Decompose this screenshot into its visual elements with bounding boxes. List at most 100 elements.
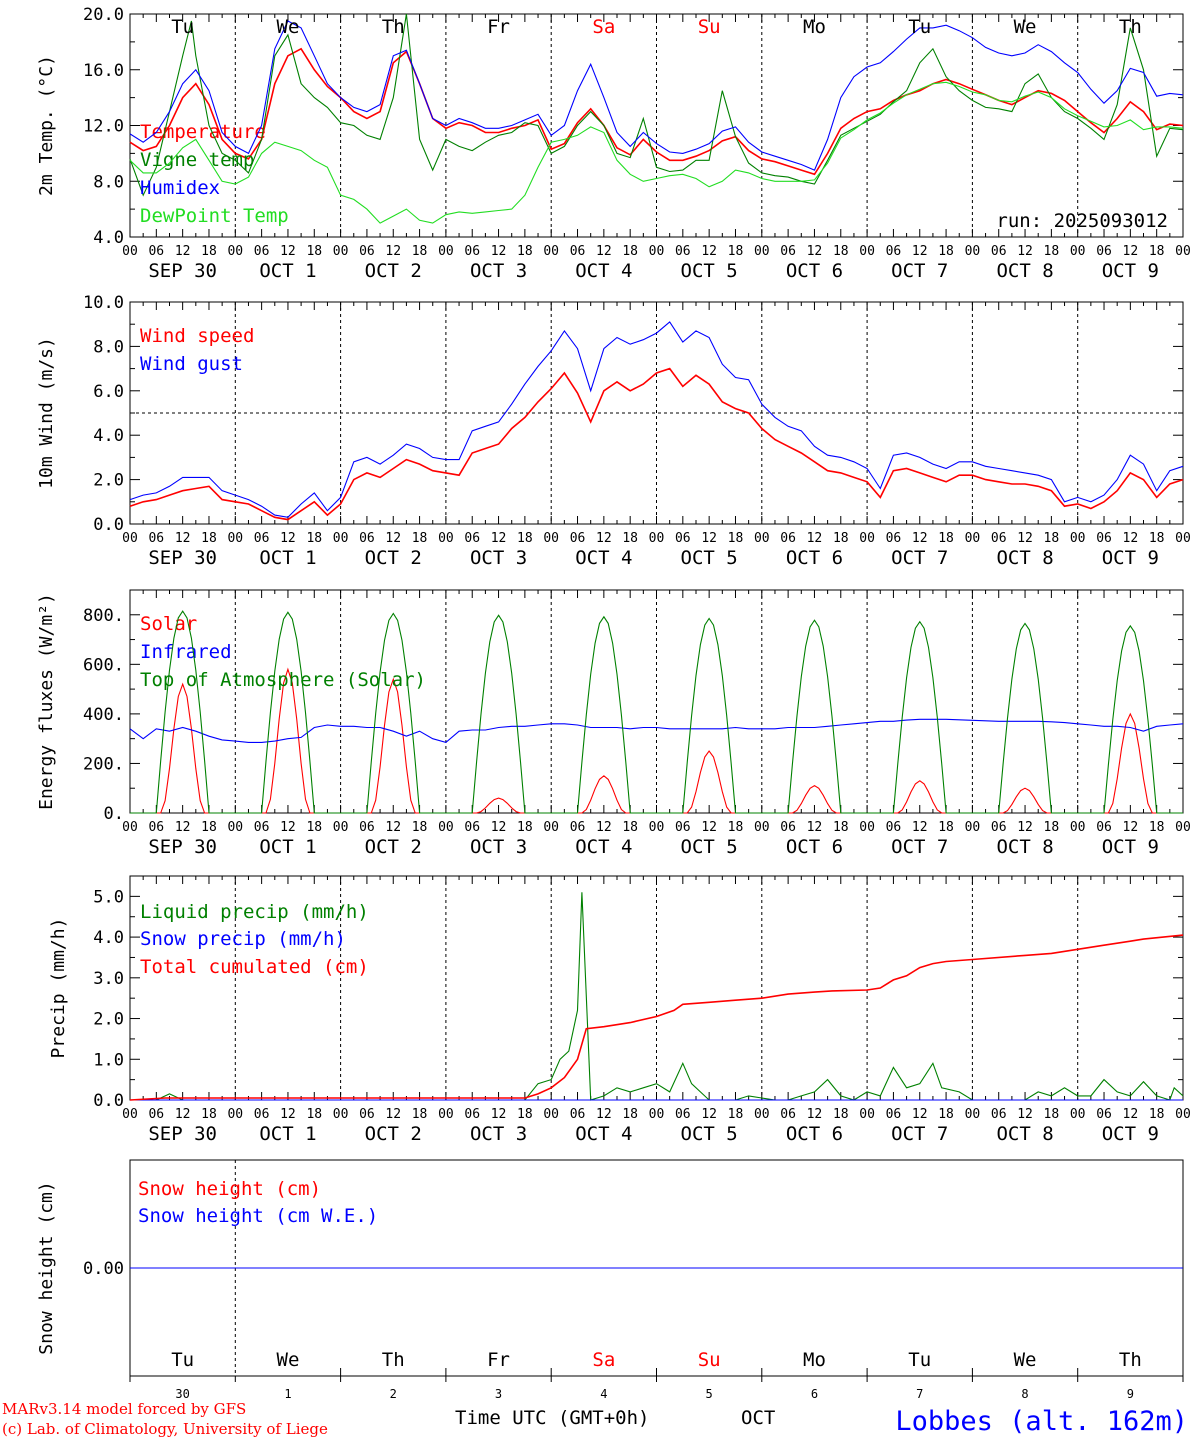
hour-label: 12 [1123,244,1139,259]
hour-label: 00 [754,1107,770,1122]
legend-entry: Wind gust [140,353,243,375]
y-tick-label: 4.0 [93,228,124,248]
hour-label: 00 [333,531,349,546]
hour-label: 18 [201,531,217,546]
hour-label: 06 [148,820,164,835]
hour-label: 06 [780,820,796,835]
day-name: Su [698,16,721,38]
date-label: OCT 8 [996,260,1053,282]
date-label: OCT 3 [470,836,527,858]
hour-label: 12 [912,1107,928,1122]
day-name: Sa [592,16,615,38]
hour-label: 00 [965,1107,981,1122]
legend-entry: Snow precip (mm/h) [140,928,346,950]
legend-entry: Temperature [140,121,266,143]
hour-label: 00 [122,244,138,259]
panel-temp: 00 06 12 18 00 06 12 18 00 06 12 18 00 06 12 18 00 06 12 18… [36,5,1191,282]
legend-entry: DewPoint Temp [140,205,289,227]
date-label: OCT 7 [891,547,948,569]
hour-label: 18 [306,244,322,259]
hour-label: 18 [622,531,638,546]
y-tick-label: 16.0 [83,61,124,81]
hour-label: 18 [517,1107,533,1122]
hour-label: 12 [1017,820,1033,835]
hour-label: 00 [1070,531,1086,546]
day-name: Tu [171,16,194,38]
panel-wind: 00 06 12 18 00 06 12 18 00 06 12 18 00 06 12 18 00 06 12 18… [36,293,1191,569]
hour-label: 06 [1096,820,1112,835]
hour-label: 00 [1175,531,1191,546]
hour-label: 18 [1149,1107,1165,1122]
date-label: OCT 7 [891,260,948,282]
hour-label: 18 [1044,244,1060,259]
hour-label: 12 [807,244,823,259]
hour-label: 06 [991,244,1007,259]
hour-label: 06 [991,820,1007,835]
y-axis-label: 10m Wind (m/s) [36,337,57,489]
day-name: Sa [592,1349,615,1371]
hour-label: 00 [227,531,243,546]
hour-label: 00 [333,820,349,835]
hour-label: 06 [886,531,902,546]
hour-label: 00 [965,820,981,835]
hour-label: 12 [912,531,928,546]
hour-label: 00 [438,820,454,835]
day-number: 3 [495,1387,502,1401]
hour-label: 06 [780,244,796,259]
hour-label: 12 [280,244,296,259]
date-label: SEP 30 [148,260,217,282]
hour-label: 12 [1123,1107,1139,1122]
y-tick-label: 5.0 [93,887,124,907]
hour-label: 12 [596,531,612,546]
hour-label: 12 [596,1107,612,1122]
day-name: Tu [171,1349,194,1371]
hour-label: 18 [1149,244,1165,259]
hour-label: 00 [649,244,665,259]
day-number: 6 [811,1387,818,1401]
day-number: 30 [175,1387,189,1401]
date-label: OCT 9 [1102,1123,1159,1145]
hour-label: 06 [359,531,375,546]
hour-label: 18 [938,531,954,546]
date-label: OCT 9 [1102,547,1159,569]
hour-label: 00 [333,244,349,259]
hour-label: 06 [570,244,586,259]
hour-label: 12 [385,531,401,546]
y-axis-label: Snow height (cm) [36,1181,57,1354]
day-name: Th [382,16,405,38]
hour-label: 18 [201,1107,217,1122]
series-line [129,81,1184,224]
legend-entry: Total cumulated (cm) [140,956,369,978]
hour-label: 18 [517,820,533,835]
hour-label: 06 [359,820,375,835]
y-tick-label: 2.0 [93,1010,124,1030]
hour-label: 18 [728,820,744,835]
hour-label: 12 [596,244,612,259]
hour-label: 06 [148,244,164,259]
hour-label: 00 [1175,1107,1191,1122]
date-label: OCT 9 [1102,260,1159,282]
panel-precip: 00 06 12 18 00 06 12 18 00 06 12 18 00 06 12 18 00 06 12 18… [48,875,1191,1145]
hour-label: 00 [649,820,665,835]
date-label: OCT 5 [681,836,738,858]
hour-label: 18 [622,1107,638,1122]
hour-label: 06 [254,244,270,259]
date-label: OCT 6 [786,836,843,858]
day-number: 8 [1021,1387,1028,1401]
day-number: 9 [1127,1387,1134,1401]
hour-label: 06 [1096,531,1112,546]
time-axis-label: Time UTC (GMT+0h) [455,1407,649,1429]
y-tick-label: 8.0 [93,172,124,192]
hour-label: 06 [148,531,164,546]
day-name: Fr [487,16,510,38]
hour-label: 18 [412,820,428,835]
y-tick-label: 20.0 [83,5,124,25]
panel-snow: 0.00 Snow height (cm) Snow height (cm) Snow… [36,1159,1184,1401]
date-label: OCT 1 [259,260,316,282]
hour-label: 18 [1044,820,1060,835]
hour-label: 06 [464,1107,480,1122]
hour-label: 06 [359,244,375,259]
series-line [129,321,1184,518]
hour-label: 18 [201,244,217,259]
